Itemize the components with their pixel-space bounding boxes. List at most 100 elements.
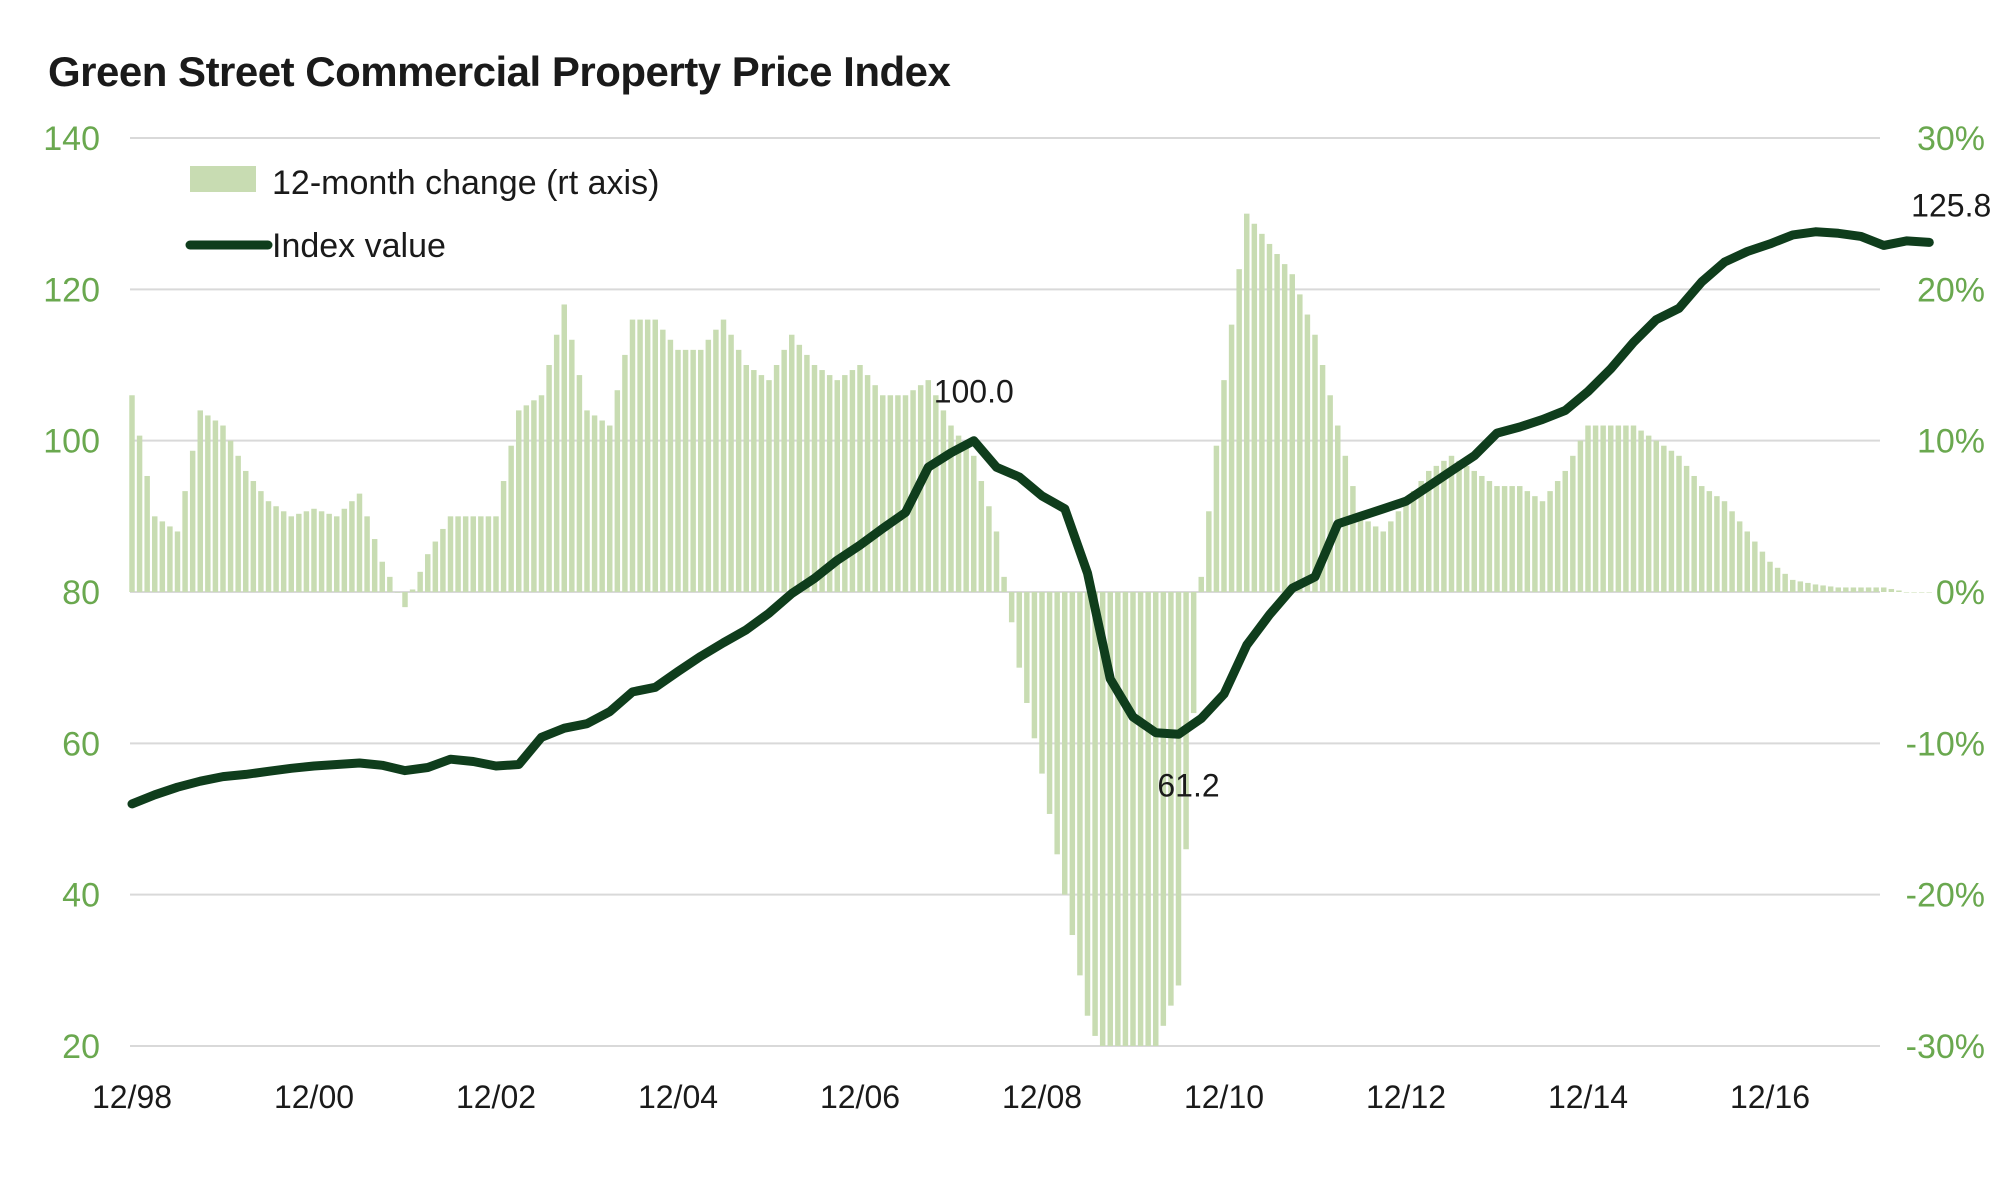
change-bar	[159, 521, 166, 592]
change-bar	[1896, 590, 1902, 592]
change-bar	[334, 516, 340, 592]
change-bar	[1077, 592, 1083, 976]
change-bar	[258, 491, 264, 592]
change-bar	[1281, 264, 1288, 592]
change-bar	[1691, 475, 1697, 592]
x-tick-label: 12/14	[1548, 1079, 1628, 1115]
change-bar	[614, 390, 621, 592]
change-bar	[1046, 592, 1053, 814]
annotations: 100.0 61.2 125.8	[934, 187, 1992, 803]
change-bar	[440, 528, 446, 592]
change-bar	[1517, 486, 1523, 592]
change-bar	[925, 380, 931, 592]
change-bar	[1752, 541, 1758, 592]
change-bar	[1509, 486, 1515, 592]
change-bar	[220, 425, 226, 592]
change-bar	[781, 349, 787, 592]
change-bar	[963, 445, 969, 592]
change-bar	[243, 470, 249, 592]
change-bar	[1471, 470, 1477, 592]
change-bar	[1190, 592, 1197, 714]
x-tick-label: 12/12	[1366, 1079, 1446, 1115]
change-bar	[174, 531, 181, 592]
change-bar	[1160, 592, 1167, 1026]
change-bar	[872, 385, 878, 592]
change-bar	[811, 365, 818, 592]
change-bar	[1805, 582, 1811, 592]
change-bar	[1403, 501, 1409, 592]
change-bar	[887, 395, 894, 592]
change-bar	[1418, 481, 1424, 592]
change-bar	[189, 450, 196, 592]
left-tick-label: 80	[62, 574, 100, 612]
change-bar	[607, 425, 613, 592]
change-bar	[235, 455, 241, 592]
change-bar	[455, 516, 461, 592]
change-bar	[948, 425, 954, 592]
change-bar	[1297, 294, 1303, 592]
change-bar	[1532, 496, 1538, 592]
change-bar	[849, 370, 856, 592]
change-bar	[1524, 491, 1531, 592]
chart-title: Green Street Commercial Property Price I…	[48, 48, 951, 95]
change-bar	[144, 475, 150, 592]
change-bar	[1714, 496, 1720, 592]
change-bar	[584, 410, 590, 592]
change-bar	[364, 516, 370, 592]
change-bar	[1380, 531, 1386, 592]
change-bar	[280, 511, 287, 592]
legend-label: 12-month change (rt axis)	[272, 164, 659, 202]
change-bar	[1638, 430, 1644, 592]
change-bar	[728, 334, 734, 592]
change-bar	[1547, 491, 1553, 592]
change-bar	[516, 410, 522, 592]
change-bar	[1372, 526, 1379, 592]
x-tick-label: 12/02	[456, 1079, 536, 1115]
change-bar	[1683, 465, 1690, 592]
change-bar	[1926, 592, 1932, 593]
change-bar	[1221, 380, 1227, 592]
change-bar	[1266, 243, 1273, 592]
change-bar	[758, 375, 765, 592]
change-bar	[1903, 592, 1910, 593]
x-tick-label: 12/06	[820, 1079, 900, 1115]
change-bar	[1039, 592, 1045, 774]
change-bar	[1312, 334, 1318, 592]
change-bar	[182, 491, 188, 592]
change-bar	[341, 508, 348, 592]
change-bar	[1843, 587, 1849, 592]
change-bar	[447, 516, 454, 592]
change-bar	[1183, 592, 1189, 850]
change-bar	[971, 455, 977, 592]
change-bar	[1577, 440, 1584, 592]
change-bar	[1812, 584, 1819, 592]
change-bar	[129, 395, 135, 592]
left-tick-label: 60	[62, 725, 100, 763]
change-bar	[698, 349, 704, 592]
change-bar	[1228, 324, 1235, 592]
change-bar	[1130, 592, 1136, 1046]
right-axis: -30% -20% -10% 0% 10% 20% 30%	[1906, 120, 1985, 1066]
change-bar	[1827, 586, 1834, 592]
change-bar	[1031, 592, 1038, 739]
change-bar	[1054, 592, 1060, 855]
change-bar	[1600, 425, 1606, 592]
right-tick-label: 20%	[1917, 271, 1985, 309]
line-index-value	[127, 227, 1934, 809]
change-bar	[1774, 567, 1781, 592]
change-bar	[1699, 486, 1705, 592]
left-tick-label: 40	[62, 877, 100, 915]
x-tick-label: 12/08	[1002, 1079, 1082, 1115]
change-bar	[553, 334, 560, 592]
change-bar	[667, 339, 674, 592]
left-tick-label: 140	[43, 120, 100, 158]
change-bar	[1099, 592, 1106, 1046]
change-bar	[1835, 587, 1841, 592]
change-bar	[660, 329, 666, 592]
change-bar	[1661, 445, 1667, 592]
change-bar	[500, 481, 507, 592]
change-bar	[1289, 274, 1295, 592]
right-tick-label: 30%	[1917, 120, 1985, 158]
change-bar	[1820, 585, 1826, 592]
change-bar	[197, 410, 203, 592]
